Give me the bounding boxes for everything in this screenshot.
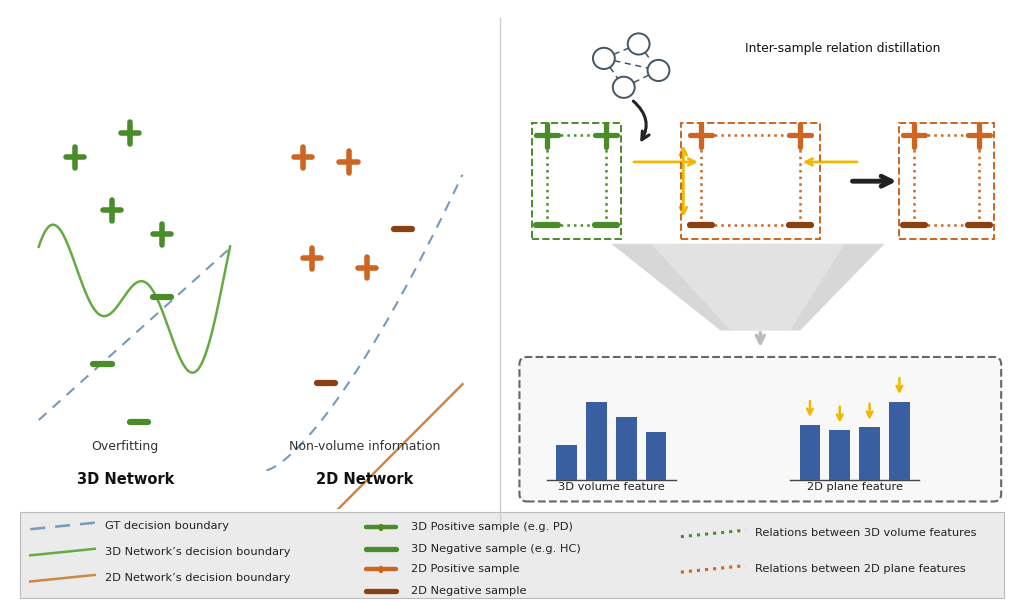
Polygon shape (651, 244, 845, 330)
Text: (a) Previous Method: (a) Previous Method (181, 518, 315, 532)
Text: Relations between 2D plane features: Relations between 2D plane features (756, 564, 966, 574)
Polygon shape (611, 244, 885, 330)
FancyBboxPatch shape (829, 430, 850, 480)
Text: Non-volume information: Non-volume information (289, 440, 440, 453)
Text: 2D Network’s decision boundary: 2D Network’s decision boundary (104, 573, 290, 583)
FancyBboxPatch shape (859, 427, 880, 480)
Text: 2D Network: 2D Network (315, 472, 414, 487)
Text: 2D Negative sample: 2D Negative sample (411, 586, 526, 596)
Text: 3D Negative sample (e.g. HC): 3D Negative sample (e.g. HC) (411, 544, 581, 554)
FancyBboxPatch shape (645, 432, 667, 480)
Text: 2D plane feature: 2D plane feature (807, 482, 903, 492)
Text: 3D Positive sample (e.g. PD): 3D Positive sample (e.g. PD) (411, 523, 572, 532)
Text: 3D Network: 3D Network (77, 472, 174, 487)
Text: 3D volume feature: 3D volume feature (558, 482, 665, 492)
Text: Inter-sample relation distillation: Inter-sample relation distillation (745, 42, 941, 55)
FancyBboxPatch shape (556, 445, 578, 480)
Circle shape (593, 48, 614, 69)
Text: Overfitting: Overfitting (92, 440, 159, 453)
Circle shape (612, 76, 635, 98)
FancyBboxPatch shape (586, 402, 607, 480)
FancyBboxPatch shape (20, 512, 1004, 598)
FancyBboxPatch shape (889, 402, 909, 480)
FancyBboxPatch shape (800, 424, 820, 480)
Circle shape (647, 60, 670, 81)
FancyBboxPatch shape (519, 357, 1001, 501)
Text: GT decision boundary: GT decision boundary (104, 521, 228, 531)
FancyBboxPatch shape (615, 417, 637, 480)
Text: 3D Network’s decision boundary: 3D Network’s decision boundary (104, 547, 290, 557)
Text: Relations between 3D volume features: Relations between 3D volume features (756, 529, 977, 538)
Circle shape (628, 33, 649, 55)
Text: (b) Proposed Method: (b) Proposed Method (691, 521, 829, 534)
Text: 2D Positive sample: 2D Positive sample (411, 564, 519, 574)
